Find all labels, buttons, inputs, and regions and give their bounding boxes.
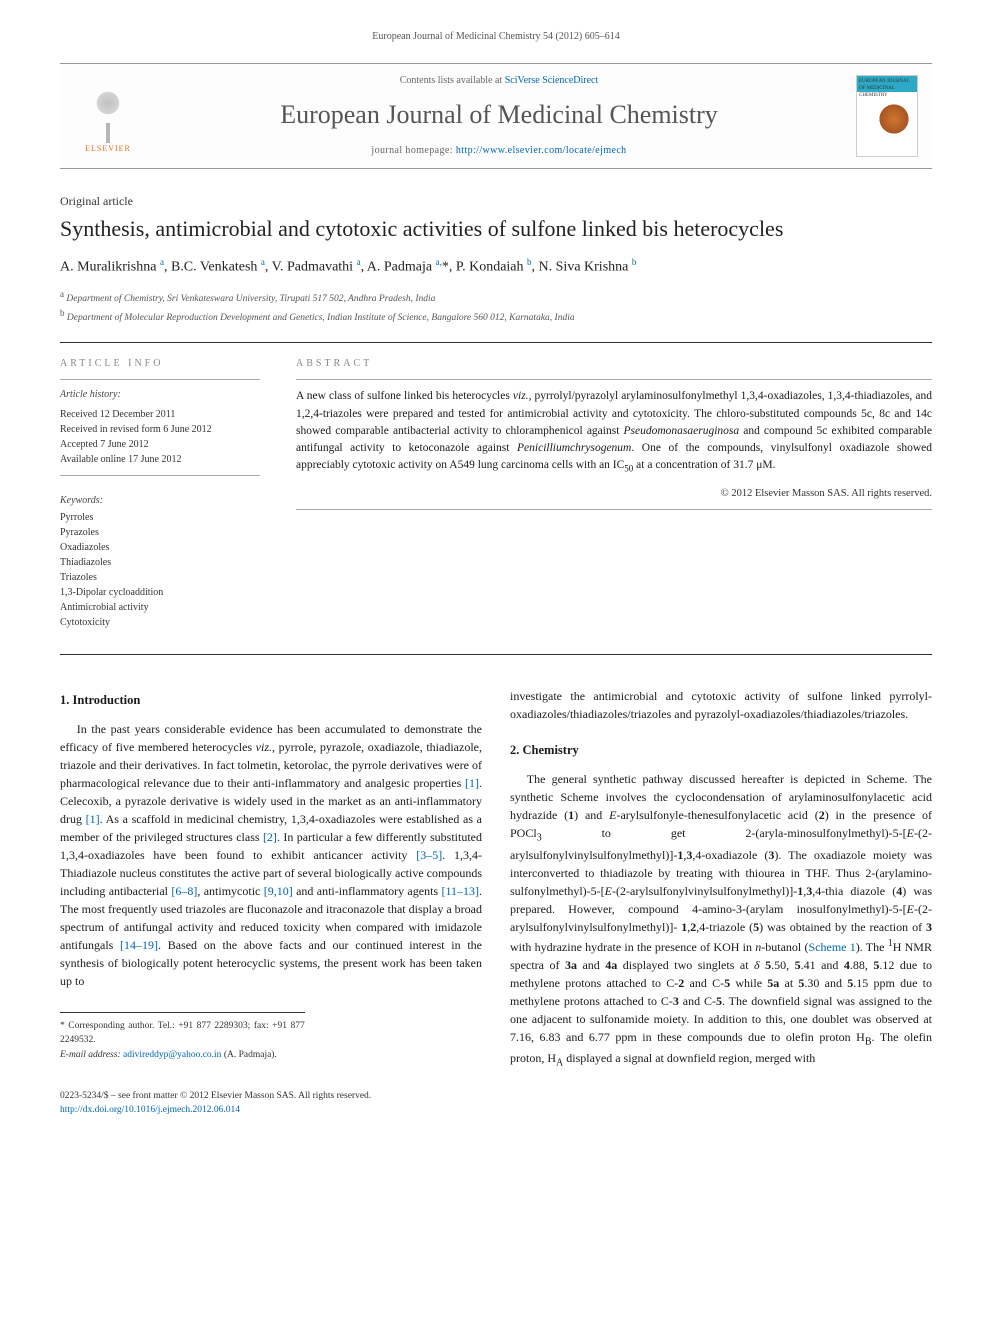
cover-art-icon [877,102,911,136]
section-2-heading: 2. Chemistry [510,741,932,760]
abstract-block: ABSTRACT A new class of sulfone linked b… [296,357,932,631]
affiliation-a: a Department of Chemistry, Sri Venkatesw… [60,288,932,307]
keyword-item: Cytotoxicity [60,615,260,630]
keyword-item: Antimicrobial activity [60,600,260,615]
doi-link[interactable]: http://dx.doi.org/10.1016/j.ejmech.2012.… [60,1105,240,1115]
chemistry-paragraph: The general synthetic pathway discussed … [510,770,932,1070]
publisher-name: ELSEVIER [85,143,131,155]
keyword-item: Oxadiazoles [60,540,260,555]
corr-email-link[interactable]: adivireddyp@yahoo.co.in [123,1050,221,1060]
abstract-divider [296,379,932,380]
abstract-label: ABSTRACT [296,357,932,372]
contents-prefix: Contents lists available at [400,75,505,86]
running-header: European Journal of Medicinal Chemistry … [60,30,932,45]
journal-masthead: ELSEVIER Contents lists available at Sci… [60,63,932,170]
elsevier-tree-icon [80,87,136,143]
corr-author-line: * Corresponding author. Tel.: +91 877 22… [60,1019,305,1048]
footer-left: 0223-5234/$ – see front matter © 2012 El… [60,1090,371,1118]
intro-paragraph: In the past years considerable evidence … [60,720,482,990]
homepage-line: journal homepage: http://www.elsevier.co… [160,144,838,159]
article-info-label: ARTICLE INFO [60,357,260,372]
abstract-divider-bottom [296,509,932,510]
cover-caption: EUROPEAN JOURNAL OF MEDICINAL CHEMISTRY [859,79,910,99]
contents-available-line: Contents lists available at SciVerse Sci… [160,74,838,89]
corresponding-author-footnote: * Corresponding author. Tel.: +91 877 22… [60,1012,305,1062]
sciencedirect-link[interactable]: SciVerse ScienceDirect [505,75,599,86]
divider-rule-2 [60,654,932,655]
article-type: Original article [60,193,932,210]
divider-rule [60,342,932,343]
keyword-item: Triazoles [60,570,260,585]
article-body: 1. Introduction In the past years consid… [60,687,932,1070]
info-divider [60,379,260,380]
masthead-center: Contents lists available at SciVerse Sci… [160,74,838,159]
email-label: E-mail address: [60,1050,123,1060]
journal-name: European Journal of Medicinal Chemistry [160,96,838,134]
keyword-item: 1,3-Dipolar cycloaddition [60,585,260,600]
keywords-label: Keywords: [60,494,260,509]
keyword-item: Pyrroles [60,510,260,525]
email-owner: (A. Padmaja). [221,1050,276,1060]
history-accepted: Accepted 7 June 2012 [60,437,260,452]
page-footer: 0223-5234/$ – see front matter © 2012 El… [60,1090,932,1118]
history-label: Article history: [60,388,260,403]
history-received: Received 12 December 2011 [60,407,260,422]
intro-paragraph-tail: investigate the antimicrobial and cytoto… [510,687,932,723]
abstract-copyright: © 2012 Elsevier Masson SAS. All rights r… [296,486,932,501]
publisher-logo: ELSEVIER [74,77,142,155]
article-info-block: ARTICLE INFO Article history: Received 1… [60,357,260,631]
history-revised: Received in revised form 6 June 2012 [60,422,260,437]
history-online: Available online 17 June 2012 [60,452,260,467]
affiliation-b: b Department of Molecular Reproduction D… [60,307,932,326]
info-divider-2 [60,475,260,476]
keyword-item: Pyrazoles [60,525,260,540]
affiliations: a Department of Chemistry, Sri Venkatesw… [60,288,932,326]
section-1-heading: 1. Introduction [60,691,482,710]
keyword-item: Thiadiazoles [60,555,260,570]
abstract-text: A new class of sulfone linked bis hetero… [296,388,932,476]
journal-cover-thumb: EUROPEAN JOURNAL OF MEDICINAL CHEMISTRY [856,75,918,157]
keywords-list: PyrrolesPyrazolesOxadiazolesThiadiazoles… [60,510,260,630]
homepage-link[interactable]: http://www.elsevier.com/locate/ejmech [456,145,627,156]
article-title: Synthesis, antimicrobial and cytotoxic a… [60,215,932,243]
author-list: A. Muralikrishna a, B.C. Venkatesh a, V.… [60,256,932,278]
front-matter-line: 0223-5234/$ – see front matter © 2012 El… [60,1090,371,1104]
homepage-prefix: journal homepage: [371,145,455,156]
info-abstract-row: ARTICLE INFO Article history: Received 1… [60,357,932,631]
corr-email-line: E-mail address: adivireddyp@yahoo.co.in … [60,1048,305,1062]
